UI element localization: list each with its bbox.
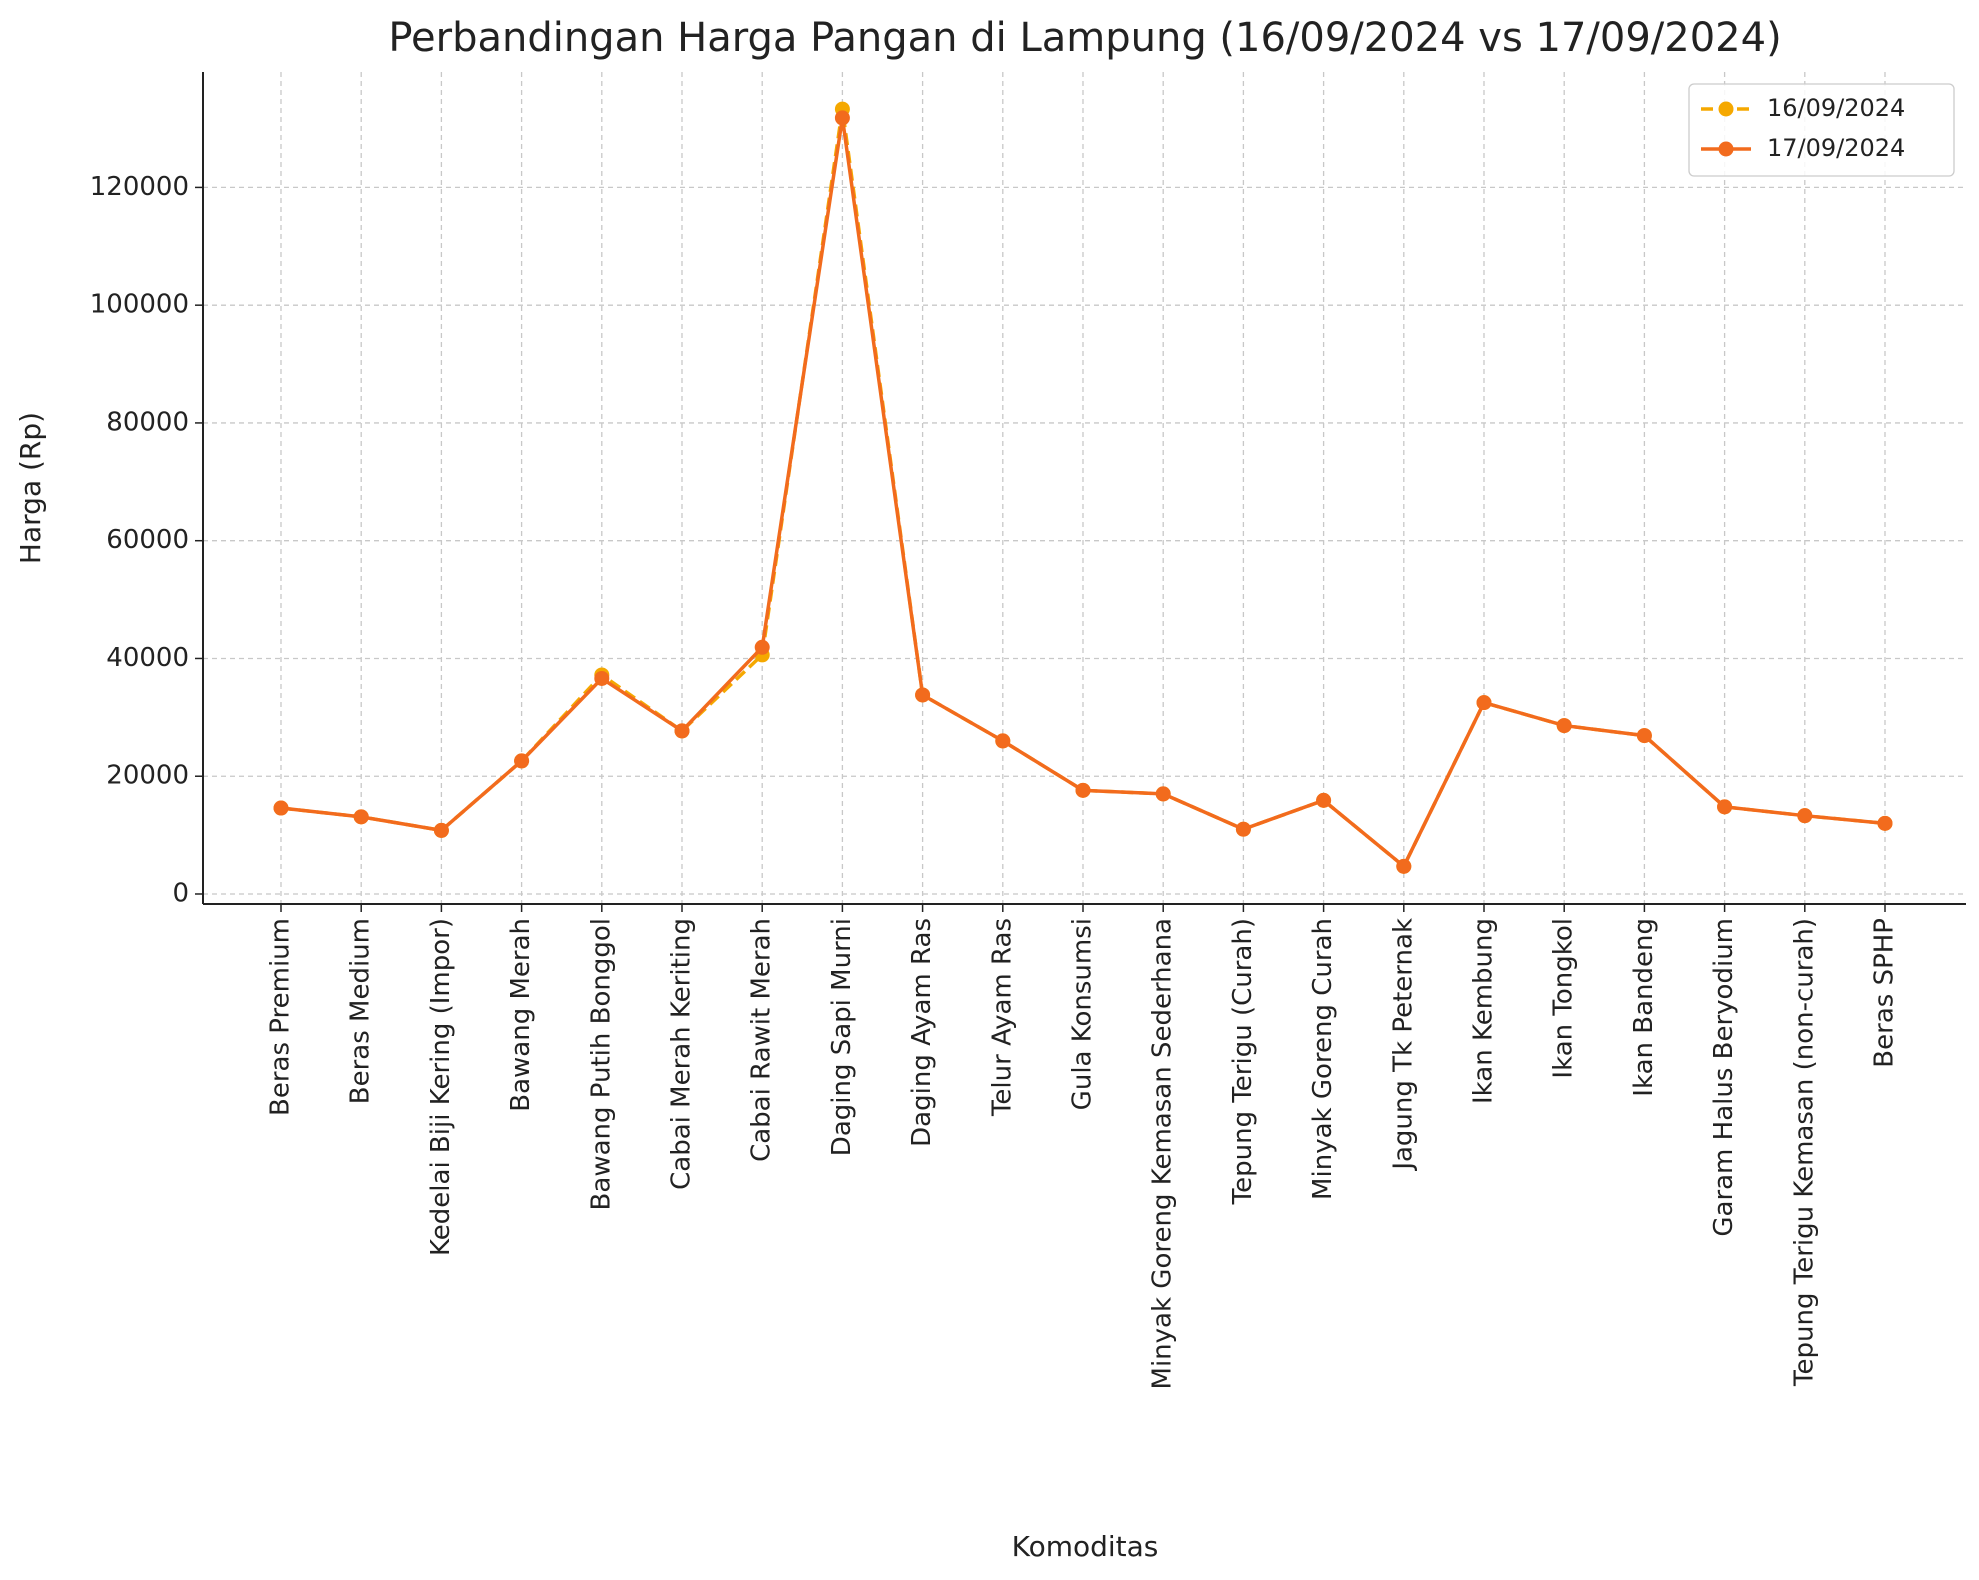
data-point — [995, 733, 1011, 749]
x-tick-label: Ikan Tongkol — [1549, 918, 1579, 1079]
data-point — [1476, 695, 1492, 711]
data-point — [915, 687, 931, 703]
legend-label: 16/09/2024 — [1767, 94, 1905, 122]
y-tick-label: 0 — [172, 878, 189, 908]
data-point — [754, 639, 770, 655]
data-point — [1235, 821, 1251, 837]
y-tick-label: 80000 — [106, 407, 189, 437]
y-tick-label: 40000 — [106, 643, 189, 673]
x-tick-label: Beras Premium — [266, 918, 296, 1116]
data-point — [1877, 815, 1893, 831]
x-tick-label: Telur Ayam Ras — [987, 918, 1017, 1117]
y-tick-label: 100000 — [90, 290, 189, 320]
x-tick-label: Beras Medium — [346, 918, 376, 1104]
x-tick-label: Garam Halus Beryodium — [1709, 918, 1739, 1237]
x-tick-label: Daging Ayam Ras — [907, 918, 937, 1147]
data-point — [1556, 718, 1572, 734]
x-tick-label: Ikan Bandeng — [1629, 918, 1659, 1097]
x-tick-label: Jagung Tk Peternak — [1388, 918, 1418, 1172]
data-point — [433, 822, 449, 838]
legend-label: 17/09/2024 — [1767, 134, 1905, 162]
data-point — [1717, 799, 1733, 815]
x-tick-label: Tepung Terigu Kemasan (non-curah) — [1789, 918, 1819, 1387]
legend-marker — [1718, 141, 1734, 157]
data-point — [1797, 808, 1813, 824]
x-tick-label: Ikan Kembung — [1469, 918, 1499, 1104]
data-point — [1316, 792, 1332, 808]
x-tick-label: Minyak Goreng Kemasan Sederhana — [1148, 918, 1178, 1389]
x-tick-label: Gula Konsumsi — [1068, 918, 1098, 1110]
data-point — [353, 809, 369, 825]
legend-marker — [1718, 101, 1734, 117]
data-point — [1075, 782, 1091, 798]
y-tick-label: 20000 — [106, 761, 189, 791]
y-tick-label: 60000 — [106, 525, 189, 555]
data-point — [1636, 728, 1652, 744]
x-tick-label: Minyak Goreng Curah — [1308, 918, 1338, 1200]
y-axis-label: Harga (Rp) — [14, 412, 47, 564]
chart-title: Perbandingan Harga Pangan di Lampung (16… — [388, 15, 1781, 61]
x-tick-label: Daging Sapi Murni — [827, 918, 857, 1156]
x-tick-label: Cabai Rawit Merah — [747, 918, 777, 1162]
x-tick-label: Kedelai Biji Kering (Impor) — [426, 918, 456, 1256]
data-point — [1155, 786, 1171, 802]
x-tick-label: Bawang Merah — [506, 918, 536, 1112]
data-point — [273, 800, 289, 816]
x-tick-label: Cabai Merah Keriting — [667, 918, 697, 1190]
x-axis-label: Komoditas — [1012, 1530, 1159, 1563]
data-point — [674, 723, 690, 739]
legend-box — [1688, 83, 1955, 177]
data-point — [834, 110, 850, 126]
y-tick-label: 120000 — [90, 172, 189, 202]
x-tick-label: Bawang Putih Bonggol — [586, 918, 616, 1210]
x-tick-label: Tepung Terigu (Curah) — [1228, 918, 1258, 1205]
data-point — [594, 670, 610, 686]
x-tick-label: Beras SPHP — [1870, 918, 1900, 1068]
data-point — [514, 753, 530, 769]
data-point — [1396, 858, 1412, 874]
